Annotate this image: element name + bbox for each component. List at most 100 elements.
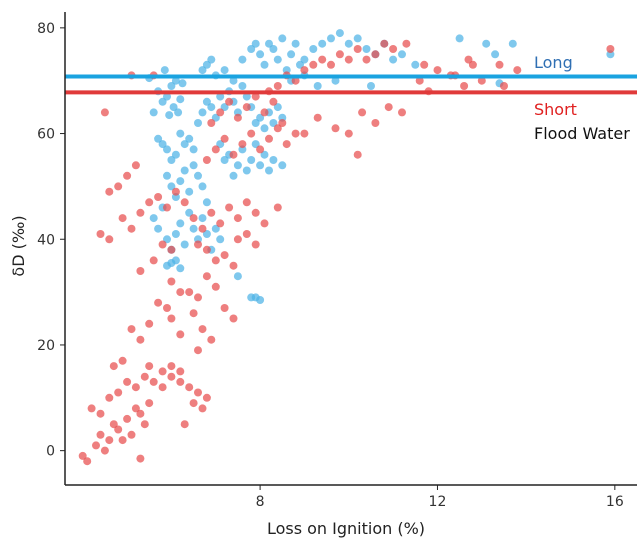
short-data-point xyxy=(123,171,132,180)
short-data-point xyxy=(384,103,393,112)
long-data-point xyxy=(185,134,194,143)
short-data-point xyxy=(207,119,216,127)
y-tick-label: 60 xyxy=(37,127,55,143)
long-data-point xyxy=(251,119,260,127)
long-data-point xyxy=(362,45,371,53)
long-data-point xyxy=(198,108,207,117)
short-data-point xyxy=(398,108,406,117)
y-tick-label: 20 xyxy=(37,338,55,354)
long-data-point xyxy=(491,50,500,59)
long-data-point xyxy=(233,272,242,281)
short-data-point xyxy=(220,251,229,260)
long-data-point xyxy=(163,145,171,154)
short-data-point xyxy=(318,55,327,64)
short-data-point xyxy=(118,356,127,365)
long-data-point xyxy=(278,34,287,43)
short-data-point xyxy=(353,45,362,53)
long-data-point xyxy=(198,182,207,191)
short-data-point xyxy=(273,203,282,212)
long-data-point xyxy=(169,103,178,112)
short-data-point xyxy=(167,245,176,254)
long-data-point xyxy=(185,208,194,217)
long-data-point xyxy=(220,66,229,75)
long-data-point xyxy=(198,214,207,223)
short-data-point xyxy=(353,150,362,159)
long-data-point xyxy=(265,166,273,175)
short-data-point xyxy=(180,198,189,207)
short-data-point xyxy=(167,362,176,371)
short-data-point xyxy=(194,388,202,397)
short-data-point xyxy=(300,129,309,138)
long-data-point xyxy=(242,92,251,101)
long-data-point xyxy=(238,82,247,90)
short-data-point xyxy=(140,372,149,381)
short-data-point xyxy=(251,240,260,249)
short-data-point xyxy=(500,82,508,90)
short-data-point xyxy=(109,420,118,429)
long-data-point xyxy=(211,113,220,122)
short-data-point xyxy=(145,319,154,328)
short-data-point xyxy=(269,97,278,106)
long-data-point xyxy=(327,34,335,43)
long-data-point xyxy=(256,50,265,59)
short-data-point xyxy=(158,240,167,249)
short-data-point xyxy=(606,45,615,53)
short-data-point xyxy=(185,288,194,297)
long-data-point xyxy=(167,182,176,191)
short-data-point xyxy=(220,304,229,312)
short-data-point xyxy=(225,203,234,212)
long-data-point xyxy=(508,39,517,48)
long-data-point xyxy=(260,124,269,133)
short-data-point xyxy=(136,335,145,344)
short-data-point xyxy=(202,272,211,281)
short-data-point xyxy=(171,187,180,196)
long-data-point xyxy=(154,134,163,143)
short-data-point xyxy=(420,60,429,69)
short-data-point xyxy=(238,140,247,149)
long-data-point xyxy=(207,103,216,112)
short-data-point xyxy=(194,293,202,302)
long-data-point xyxy=(202,97,211,106)
long-data-point xyxy=(269,156,278,164)
short-data-point xyxy=(78,451,87,460)
long-data-point xyxy=(180,140,189,149)
short-data-point xyxy=(149,256,158,265)
long-data-point xyxy=(313,82,322,90)
short-data-point xyxy=(136,409,145,418)
x-tick-label: 16 xyxy=(606,494,624,510)
long-data-point xyxy=(269,119,278,127)
short-data-point xyxy=(260,108,269,117)
short-data-point xyxy=(233,113,242,122)
short-data-point xyxy=(433,66,442,75)
x-axis-title: Loss on Ignition (%) xyxy=(267,519,425,538)
short-data-point xyxy=(344,55,353,64)
long-data-point xyxy=(158,140,167,149)
long-data-point xyxy=(353,34,362,43)
short-data-point xyxy=(256,145,265,154)
short-data-point xyxy=(371,119,380,127)
long-data-point xyxy=(256,296,265,304)
short-data-point xyxy=(331,124,340,133)
long-data-point xyxy=(300,55,309,64)
long-data-point xyxy=(198,66,207,75)
short-data-point xyxy=(211,145,220,154)
legend-flood-water-label: Flood Water xyxy=(534,124,630,143)
long-data-point xyxy=(176,129,185,138)
short-data-point xyxy=(211,282,220,291)
long-data-point xyxy=(160,66,169,75)
long-data-point xyxy=(482,39,491,48)
long-data-point xyxy=(260,60,269,69)
short-data-point xyxy=(140,420,149,429)
long-data-point xyxy=(260,150,269,159)
short-data-point xyxy=(233,214,242,223)
long-data-point xyxy=(167,82,176,90)
x-tick-label: 12 xyxy=(429,494,447,510)
long-data-point xyxy=(344,39,353,48)
long-data-point xyxy=(251,140,260,149)
long-data-point xyxy=(389,55,398,64)
short-data-point xyxy=(131,404,140,413)
short-data-point xyxy=(251,92,260,101)
long-data-point xyxy=(273,55,282,64)
short-data-point xyxy=(96,409,105,418)
